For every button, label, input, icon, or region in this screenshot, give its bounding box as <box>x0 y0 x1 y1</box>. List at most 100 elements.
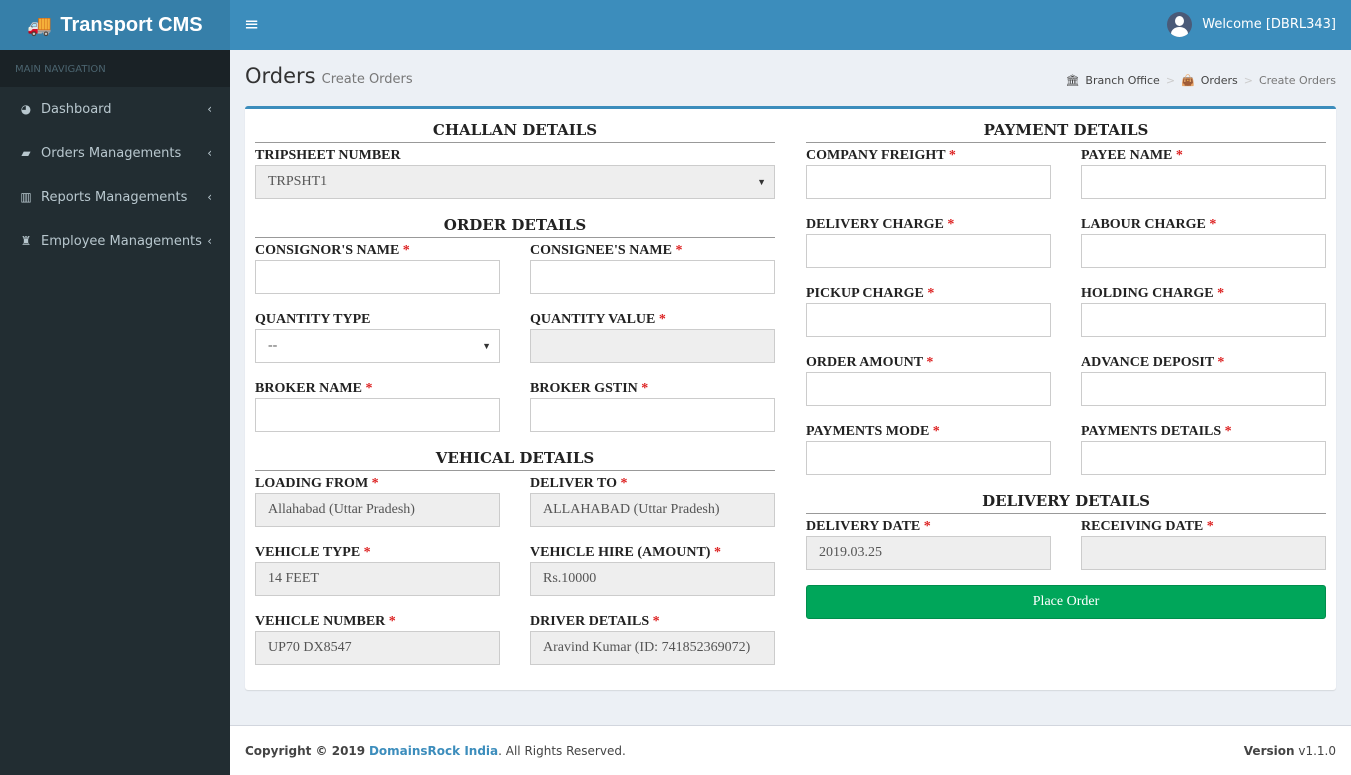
receiving-date-input[interactable] <box>1081 536 1326 570</box>
label-text: CONSIGNOR'S NAME <box>255 243 400 258</box>
chevron-left-icon: ‹ <box>207 146 212 160</box>
deliver-to-input[interactable]: ALLAHABAD (Uttar Pradesh) <box>530 493 775 527</box>
broker-gstin-input[interactable] <box>530 398 775 432</box>
dashboard-icon: ◕ <box>20 102 32 116</box>
driver-details-label: DRIVER DETAILS * <box>530 614 660 630</box>
tripsheet-select[interactable]: TRPSHT1 ▼ <box>255 165 775 199</box>
label-text: DELIVER TO <box>530 476 618 491</box>
chevron-left-icon: ‹ <box>207 102 212 116</box>
pickup-charge-input[interactable] <box>806 303 1051 337</box>
required-asterisk: * <box>620 476 628 491</box>
shopping-bag-icon: ▰ <box>21 146 31 160</box>
delivery-charge-label: DELIVERY CHARGE * <box>806 217 954 233</box>
consignor-input[interactable] <box>255 260 500 294</box>
quantity-value-input[interactable] <box>530 329 775 363</box>
required-asterisk: * <box>652 614 660 629</box>
broker-name-input[interactable] <box>255 398 500 432</box>
required-asterisk: * <box>675 243 683 258</box>
label-text: BROKER NAME <box>255 381 362 396</box>
label-text: VEHICLE TYPE <box>255 545 361 560</box>
vehicle-number-input[interactable]: UP70 DX8547 <box>255 631 500 665</box>
app-logo[interactable]: 🚚 Transport CMS <box>0 0 230 50</box>
chevron-left-icon: ‹ <box>207 190 212 204</box>
payee-name-label: PAYEE NAME * <box>1081 148 1183 164</box>
consignee-label: CONSIGNEE'S NAME * <box>530 243 682 259</box>
field-value: Rs.10000 <box>543 571 597 586</box>
user-menu[interactable]: Welcome [DBRL343] <box>1167 12 1336 37</box>
quantity-type-select[interactable]: -- ▼ <box>255 329 500 363</box>
label-text: COMPANY FREIGHT <box>806 148 946 163</box>
required-asterisk: * <box>402 243 410 258</box>
label-text: QUANTITY TYPE <box>255 312 371 327</box>
field-value: ALLAHABAD (Uttar Pradesh) <box>543 502 720 517</box>
vehicle-hire-input[interactable]: Rs.10000 <box>530 562 775 596</box>
vehicle-type-input[interactable]: 14 FEET <box>255 562 500 596</box>
loading-from-label: LOADING FROM * <box>255 476 379 492</box>
caret-down-icon: ▼ <box>482 341 491 351</box>
delivery-date-input[interactable]: 2019.03.25 <box>806 536 1051 570</box>
label-text: BROKER GSTIN <box>530 381 638 396</box>
required-asterisk: * <box>932 424 940 439</box>
vehicle-type-label: VEHICLE TYPE * <box>255 545 371 561</box>
sidebar-item-reports[interactable]: ▥ Reports Managements ‹ <box>0 175 230 219</box>
field-value: UP70 DX8547 <box>268 640 352 655</box>
required-asterisk: * <box>363 545 371 560</box>
label-text: VEHICLE NUMBER <box>255 614 386 629</box>
vehicle-hire-label: VEHICLE HIRE (AMOUNT) * <box>530 545 721 561</box>
delivery-date-label: DELIVERY DATE * <box>806 519 931 535</box>
required-asterisk: * <box>1217 286 1225 301</box>
required-asterisk: * <box>923 519 931 534</box>
section-heading-delivery: DELIVERY DETAILS <box>806 492 1326 514</box>
sidebar-item-employee[interactable]: ♜ Employee Managements ‹ <box>0 219 230 263</box>
truck-icon: 🚚 <box>27 14 53 37</box>
holding-charge-input[interactable] <box>1081 303 1326 337</box>
sidebar: MAIN NAVIGATION ◕ Dashboard ‹ ▰ Orders Manag… <box>0 50 230 775</box>
driver-details-input[interactable]: Aravind Kumar (ID: 741852369072) <box>530 631 775 665</box>
payments-mode-label: PAYMENTS MODE * <box>806 424 940 440</box>
label-text: HOLDING CHARGE <box>1081 286 1214 301</box>
section-heading-vehicle: VEHICAL DETAILS <box>255 449 775 471</box>
loading-from-input[interactable]: Allahabad (Uttar Pradesh) <box>255 493 500 527</box>
payee-name-input[interactable] <box>1081 165 1326 199</box>
consignor-label: CONSIGNOR'S NAME * <box>255 243 410 259</box>
required-asterisk: * <box>641 381 649 396</box>
breadcrumb-home[interactable]: Branch Office <box>1085 74 1160 87</box>
required-asterisk: * <box>1217 355 1225 370</box>
company-link[interactable]: DomainsRock India <box>368 744 499 758</box>
required-asterisk: * <box>365 381 373 396</box>
required-asterisk: * <box>658 312 666 327</box>
advance-deposit-input[interactable] <box>1081 372 1326 406</box>
page-title-text: Orders <box>245 64 316 88</box>
section-heading-challan: CHALLAN DETAILS <box>255 121 775 143</box>
sidebar-item-orders[interactable]: ▰ Orders Managements ‹ <box>0 131 230 175</box>
required-asterisk: * <box>388 614 396 629</box>
receiving-date-label: RECEIVING DATE * <box>1081 519 1214 535</box>
label-text: PAYMENTS DETAILS <box>1081 424 1222 439</box>
breadcrumb-orders[interactable]: Orders <box>1200 74 1238 87</box>
menu-toggle-icon[interactable]: ≡ <box>244 14 260 35</box>
payments-mode-input[interactable] <box>806 441 1051 475</box>
labour-charge-input[interactable] <box>1081 234 1326 268</box>
payments-details-label: PAYMENTS DETAILS * <box>1081 424 1232 440</box>
delivery-charge-input[interactable] <box>806 234 1051 268</box>
label-text: DELIVERY DATE <box>806 519 921 534</box>
required-asterisk: * <box>927 286 935 301</box>
place-order-button[interactable]: Place Order <box>806 585 1326 619</box>
sidebar-item-dashboard[interactable]: ◕ Dashboard ‹ <box>0 87 230 131</box>
company-freight-input[interactable] <box>806 165 1051 199</box>
rights-text: . All Rights Reserved. <box>498 744 626 758</box>
label-text: TRIPSHEET NUMBER <box>255 148 401 163</box>
nav-header: MAIN NAVIGATION <box>0 50 230 87</box>
payments-details-input[interactable] <box>1081 441 1326 475</box>
label-text: RECEIVING DATE <box>1081 519 1204 534</box>
consignee-input[interactable] <box>530 260 775 294</box>
order-amount-input[interactable] <box>806 372 1051 406</box>
field-value: Allahabad (Uttar Pradesh) <box>268 502 415 517</box>
bar-chart-icon: ▥ <box>20 190 32 204</box>
field-value: 14 FEET <box>268 571 319 586</box>
required-asterisk: * <box>1206 519 1214 534</box>
label-text: CONSIGNEE'S NAME <box>530 243 672 258</box>
avatar <box>1167 12 1193 37</box>
label-text: PAYMENTS MODE <box>806 424 930 439</box>
caret-down-icon: ▼ <box>757 177 766 187</box>
